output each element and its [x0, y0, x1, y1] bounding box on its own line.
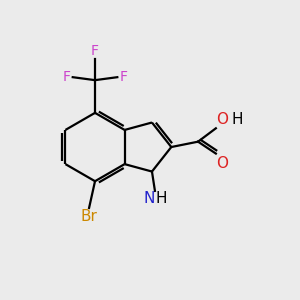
- Text: N: N: [144, 191, 155, 206]
- Text: Br: Br: [81, 209, 98, 224]
- Text: F: F: [120, 70, 128, 84]
- Text: F: F: [91, 44, 99, 58]
- Text: H: H: [231, 112, 243, 127]
- Text: F: F: [62, 70, 70, 84]
- Text: O: O: [217, 112, 229, 127]
- Text: O: O: [217, 156, 229, 171]
- Text: H: H: [155, 191, 166, 206]
